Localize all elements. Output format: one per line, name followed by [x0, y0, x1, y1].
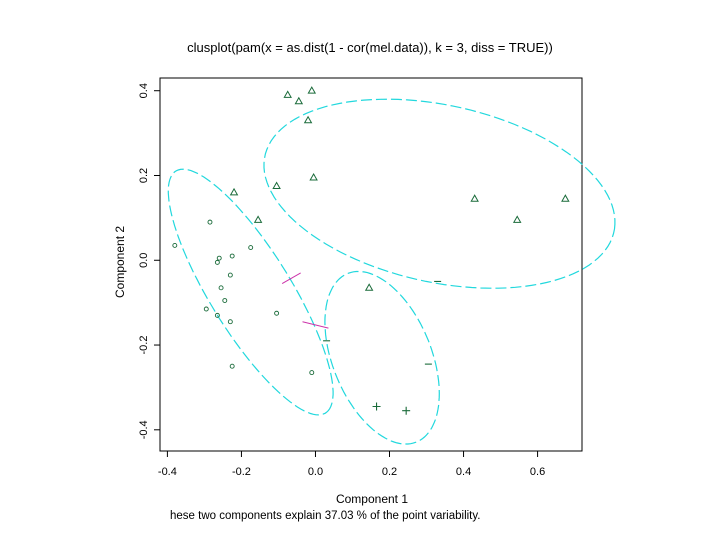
triangle-point-3 — [294, 96, 304, 105]
triangle-point-10 — [512, 215, 522, 223]
variability-note: hese two components explain 37.03 % of t… — [170, 510, 480, 522]
circle-point-13 — [274, 310, 280, 316]
circle-point-7 — [227, 272, 233, 278]
data-points — [172, 86, 570, 415]
circle-point-10 — [203, 306, 209, 312]
y-tick-label-5: 0.4 — [138, 83, 150, 98]
triangle-point-5 — [272, 181, 281, 189]
circle-point-5 — [216, 255, 222, 261]
x-tick-label-1: -0.4 — [158, 466, 177, 478]
plot-frame — [159, 77, 583, 452]
circle-point-12 — [227, 319, 233, 325]
cluster-connector-1 — [281, 272, 301, 285]
chart-title: clusplot(pam(x = as.dist(1 - cor(mel.dat… — [187, 40, 553, 55]
x-tick-label-4: 0.2 — [382, 466, 397, 478]
x-axis: -0.4 -0.2 0.0 0.2 0.4 0.6 — [158, 451, 545, 478]
circle-point-2 — [207, 219, 213, 225]
circle-point-4 — [229, 253, 235, 259]
y-tick-label-2: -0.2 — [138, 336, 150, 355]
x-tick-label-5: 0.4 — [456, 466, 471, 478]
circle-point-9 — [222, 298, 228, 303]
plus-point-2 — [402, 406, 411, 415]
x-tick-label-2: -0.2 — [232, 466, 251, 478]
circle-point-15 — [309, 370, 315, 376]
cluster-ellipse-1 — [167, 168, 334, 416]
triangle-point-8 — [253, 215, 263, 223]
y-axis-label: Component 2 — [113, 226, 127, 298]
cluster-connectors — [281, 272, 329, 329]
triangle-point-2 — [307, 86, 317, 94]
y-tick-label-3: 0.0 — [138, 253, 150, 268]
cluster-connector-2 — [302, 321, 329, 329]
circle-point-14 — [229, 363, 235, 369]
triangle-point-7 — [229, 187, 239, 196]
cluster-ellipse-3 — [324, 270, 440, 445]
x-tick-label-6: 0.6 — [530, 466, 545, 478]
triangle-point-4 — [303, 115, 313, 124]
triangle-point-11 — [561, 194, 570, 202]
x-tick-label-3: 0.0 — [308, 466, 323, 478]
circle-point-8 — [218, 285, 224, 291]
circle-point-11 — [214, 312, 220, 318]
y-tick-label-4: 0.2 — [138, 168, 150, 183]
circle-point-6 — [214, 259, 220, 265]
triangle-point-1 — [283, 90, 292, 98]
triangle-point-9 — [470, 194, 479, 202]
circle-point-1 — [172, 242, 178, 248]
triangle-point-12 — [364, 283, 374, 291]
triangle-point-6 — [309, 172, 318, 181]
y-axis: -0.4 -0.2 0.0 0.2 0.4 — [138, 83, 160, 439]
cluster-ellipses — [167, 98, 616, 445]
y-tick-label-1: -0.4 — [138, 420, 150, 439]
x-axis-label: Component 1 — [336, 492, 408, 506]
cluster-ellipse-2 — [263, 98, 616, 289]
plus-point-1 — [372, 402, 381, 411]
circle-point-3 — [248, 245, 254, 250]
